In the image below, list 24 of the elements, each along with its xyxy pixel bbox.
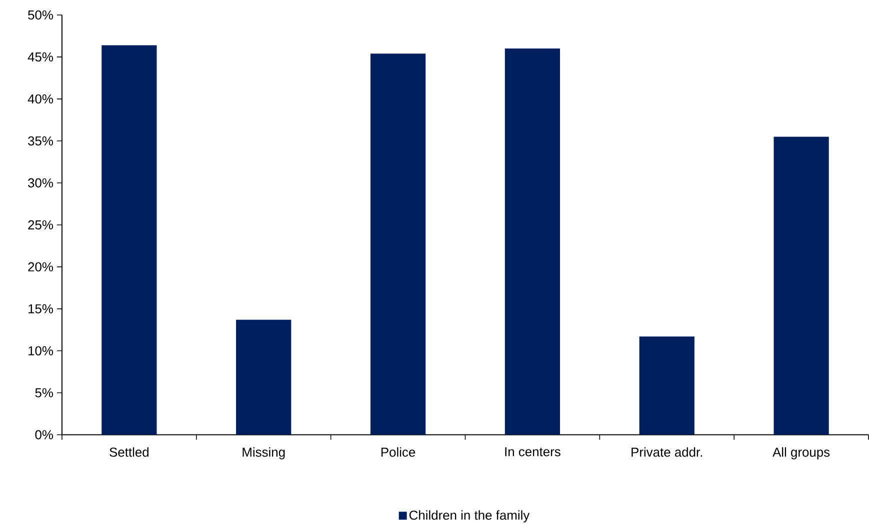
x-tick-label: Settled bbox=[110, 447, 148, 457]
bar bbox=[236, 320, 292, 435]
bar bbox=[102, 45, 157, 435]
y-tick-label: 40% bbox=[28, 94, 53, 104]
y-tick-label: 50% bbox=[28, 10, 53, 20]
y-tick-label: 45% bbox=[28, 52, 53, 62]
y-tick-label: 30% bbox=[28, 178, 53, 188]
bar bbox=[639, 336, 694, 435]
bar bbox=[370, 54, 426, 435]
y-tick-label: 0% bbox=[35, 430, 53, 440]
x-tick-label: Missing bbox=[242, 447, 285, 460]
x-tick-label: Private addr. bbox=[632, 447, 702, 457]
bar bbox=[774, 136, 829, 435]
y-tick-label: 10% bbox=[28, 346, 53, 356]
y-tick-label: 15% bbox=[28, 304, 53, 314]
y-tick-label: 25% bbox=[28, 220, 53, 230]
y-tick-label: 20% bbox=[28, 262, 53, 272]
x-tick-label: All groups bbox=[772, 447, 830, 460]
legend-label: Children in the family bbox=[409, 510, 530, 523]
bar bbox=[504, 48, 560, 435]
y-tick-label: 35% bbox=[28, 136, 53, 146]
x-tick-label: In centers bbox=[505, 447, 560, 456]
y-tick-label: 5% bbox=[35, 388, 53, 398]
x-tick-label: Police bbox=[381, 447, 416, 457]
